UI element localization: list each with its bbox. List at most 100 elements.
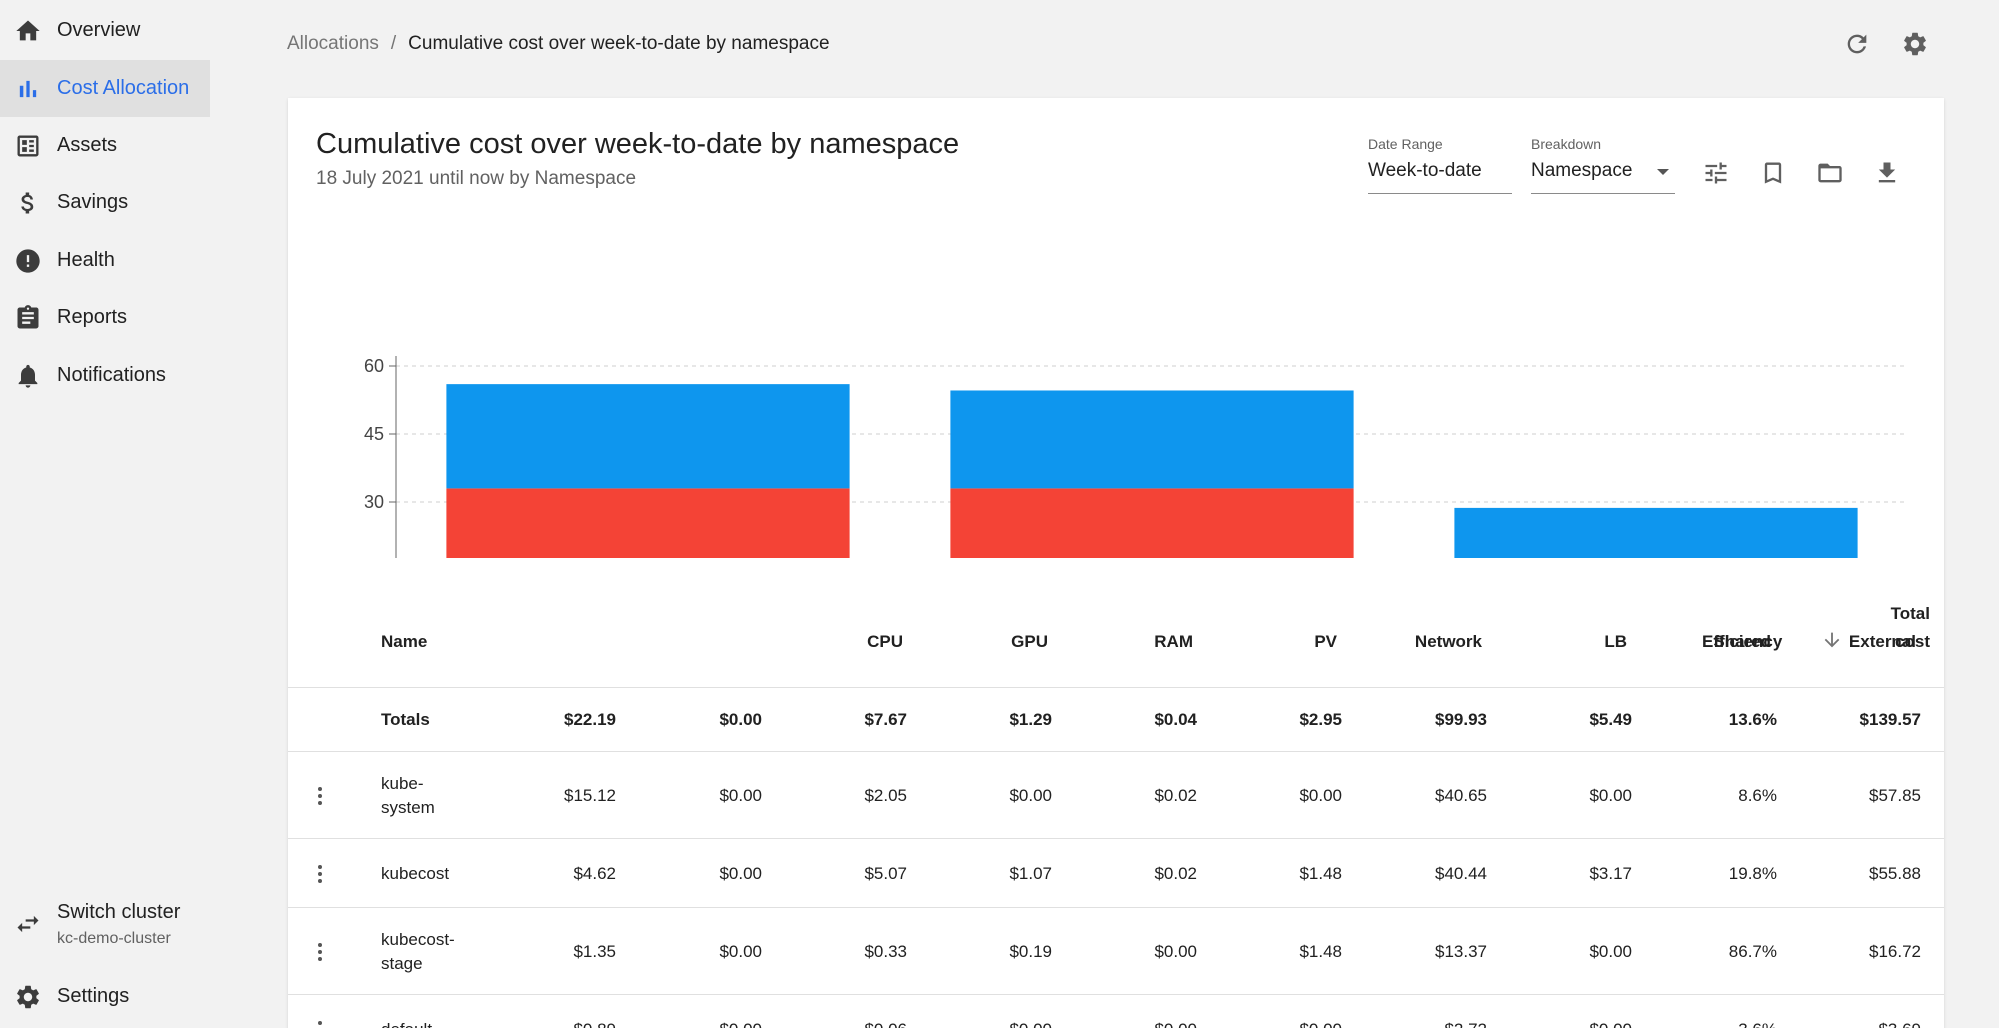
cell-ram: $5.07 xyxy=(864,863,907,883)
cell-lb: $2.95 xyxy=(1299,710,1342,729)
row-more-menu-icon[interactable] xyxy=(310,937,330,967)
bookmark-icon xyxy=(1759,162,1787,191)
y-tick-label: 60 xyxy=(364,356,384,376)
switch-cluster-button[interactable]: Switch cluster kc-demo-cluster xyxy=(0,890,210,960)
download-button[interactable] xyxy=(1873,159,1901,187)
cell-shared: $40.65 xyxy=(1435,785,1487,805)
date-range-field[interactable]: Date Range Week-to-date xyxy=(1368,136,1512,194)
cell-efficiency: 8.6% xyxy=(1738,785,1777,805)
cell-pv: $0.00 xyxy=(1009,785,1052,805)
cell-lb: $0.00 xyxy=(1299,785,1342,805)
report-title: Cumulative cost over week-to-date by nam… xyxy=(316,128,960,160)
sidebar-item-savings[interactable]: Savings xyxy=(0,174,210,231)
sidebar-item-label: Cost Allocation xyxy=(57,77,190,99)
folder-icon xyxy=(1816,163,1844,191)
cell-total-cost: $57.85 xyxy=(1869,785,1921,805)
column-header-external[interactable]: External xyxy=(1848,632,1916,651)
cell-external: $0.00 xyxy=(1589,1020,1632,1028)
table-row[interactable]: kube-system $15.12 $0.00 $2.05 $0.00 $0.02 $0.… xyxy=(288,752,1944,839)
column-header-gpu[interactable]: GPU xyxy=(1011,632,1048,651)
column-header-pv[interactable]: PV xyxy=(1314,632,1337,651)
bell-icon xyxy=(14,362,42,390)
row-name[interactable]: kube-system xyxy=(381,772,435,820)
cell-cpu: $15.12 xyxy=(564,785,616,805)
column-header-total-cost-2[interactable]: cost xyxy=(1895,632,1930,651)
sidebar-item-reports[interactable]: Reports xyxy=(0,289,210,346)
settings-button[interactable] xyxy=(1901,30,1929,58)
bar-segment xyxy=(446,384,850,489)
breakdown-value: Namespace xyxy=(1531,160,1633,181)
gear-icon xyxy=(14,983,42,1011)
sidebar-item-label: Reports xyxy=(57,306,128,328)
table-header: Name CPU GPU RAM PV Network LB Shared Ex… xyxy=(288,594,1944,688)
tune-icon xyxy=(1702,162,1730,191)
bar-segment xyxy=(1454,507,1858,558)
sidebar-item-label: Assets xyxy=(57,134,118,156)
switch-cluster-label: Switch cluster xyxy=(57,901,181,923)
column-header-name[interactable]: Name xyxy=(381,632,428,651)
cell-gpu: $0.00 xyxy=(719,785,762,805)
cell-external: $0.00 xyxy=(1589,785,1632,805)
cell-ram: $0.33 xyxy=(864,941,907,961)
row-more-menu-icon[interactable] xyxy=(310,1015,330,1028)
row-more-menu-icon[interactable] xyxy=(310,859,330,889)
column-header-lb[interactable]: LB xyxy=(1604,632,1627,651)
table-row[interactable]: kubecost-stage $1.35 $0.00 $0.33 $0.19 $0.00 $… xyxy=(288,908,1944,995)
sidebar-item-cost-allocation[interactable]: Cost Allocation xyxy=(0,60,210,117)
tune-button[interactable] xyxy=(1702,159,1730,187)
assets-icon xyxy=(14,132,42,160)
sidebar-item-assets[interactable]: Assets xyxy=(0,117,210,174)
sidebar-item-notifications[interactable]: Notifications xyxy=(0,347,210,404)
row-name[interactable]: default xyxy=(381,1018,432,1028)
row-name-line: Totals xyxy=(381,710,430,729)
cell-network: $0.00 xyxy=(1154,941,1197,961)
table-row[interactable]: default $0.89 $0.00 $0.06 $0.00 $0.00 $0.00 $2.… xyxy=(288,995,1944,1028)
cell-total-cost: $16.72 xyxy=(1869,941,1921,961)
sidebar-item-health[interactable]: Health xyxy=(0,232,210,289)
cell-shared: $99.93 xyxy=(1435,710,1487,729)
cell-efficiency: 19.8% xyxy=(1728,863,1777,883)
sidebar-item-overview[interactable]: Overview xyxy=(0,2,210,59)
sidebar-item-label: Health xyxy=(57,249,115,271)
cell-pv: $1.07 xyxy=(1009,863,1052,883)
row-name: Totals xyxy=(381,708,430,732)
column-header-total-cost-1[interactable]: Total xyxy=(1890,604,1930,623)
report-card: Cumulative cost over week-to-date by nam… xyxy=(288,98,1944,1028)
table-row[interactable]: kubecost $4.62 $0.00 $5.07 $1.07 $0.02 $1.48 $4… xyxy=(288,839,1944,908)
row-name[interactable]: kubecost-stage xyxy=(381,928,455,976)
cell-gpu: $0.00 xyxy=(719,941,762,961)
dollar-icon xyxy=(14,189,42,217)
date-range-value: Week-to-date xyxy=(1368,160,1482,181)
home-icon xyxy=(14,17,42,45)
y-tick-label: 30 xyxy=(364,492,384,512)
refresh-button[interactable] xyxy=(1843,30,1871,58)
sidebar-item-label: Notifications xyxy=(57,364,166,386)
column-header-cpu[interactable]: CPU xyxy=(867,632,903,651)
sidebar-item-label: Savings xyxy=(57,191,129,213)
totals-row: Totals $22.19 $0.00 $7.67 $1.29 $0.04 $2.95 $99… xyxy=(288,688,1944,752)
row-more-menu-icon[interactable] xyxy=(310,781,330,811)
cell-cpu: $1.35 xyxy=(573,941,616,961)
sidebar-item-settings[interactable]: Settings xyxy=(0,968,210,1025)
cell-external: $0.00 xyxy=(1589,941,1632,961)
row-name[interactable]: kubecost xyxy=(381,862,449,886)
cell-external: $5.49 xyxy=(1589,710,1632,729)
cell-lb: $1.48 xyxy=(1299,863,1342,883)
bookmark-button[interactable] xyxy=(1759,159,1787,187)
column-header-efficiency[interactable]: Efficiency xyxy=(1702,632,1783,651)
cell-pv: $1.29 xyxy=(1009,710,1052,729)
alert-icon xyxy=(14,247,42,275)
breadcrumb-separator: / xyxy=(390,33,397,54)
breadcrumb-current: Cumulative cost over week-to-date by nam… xyxy=(408,33,830,54)
column-header-ram[interactable]: RAM xyxy=(1154,632,1193,651)
report-subtitle: 18 July 2021 until now by Namespace xyxy=(316,168,637,189)
column-header-network[interactable]: Network xyxy=(1414,632,1482,651)
cell-external: $3.17 xyxy=(1589,863,1632,883)
cell-ram: $7.67 xyxy=(864,710,907,729)
open-report-button[interactable] xyxy=(1816,159,1844,187)
column-header-shared[interactable]: Shared xyxy=(1713,632,1771,651)
breadcrumb-allocations-link[interactable]: Allocations xyxy=(287,33,379,54)
breakdown-select[interactable]: Breakdown Namespace xyxy=(1531,136,1675,194)
sort-arrow-down-icon[interactable] xyxy=(1821,629,1843,651)
date-range-label: Date Range xyxy=(1368,136,1443,152)
